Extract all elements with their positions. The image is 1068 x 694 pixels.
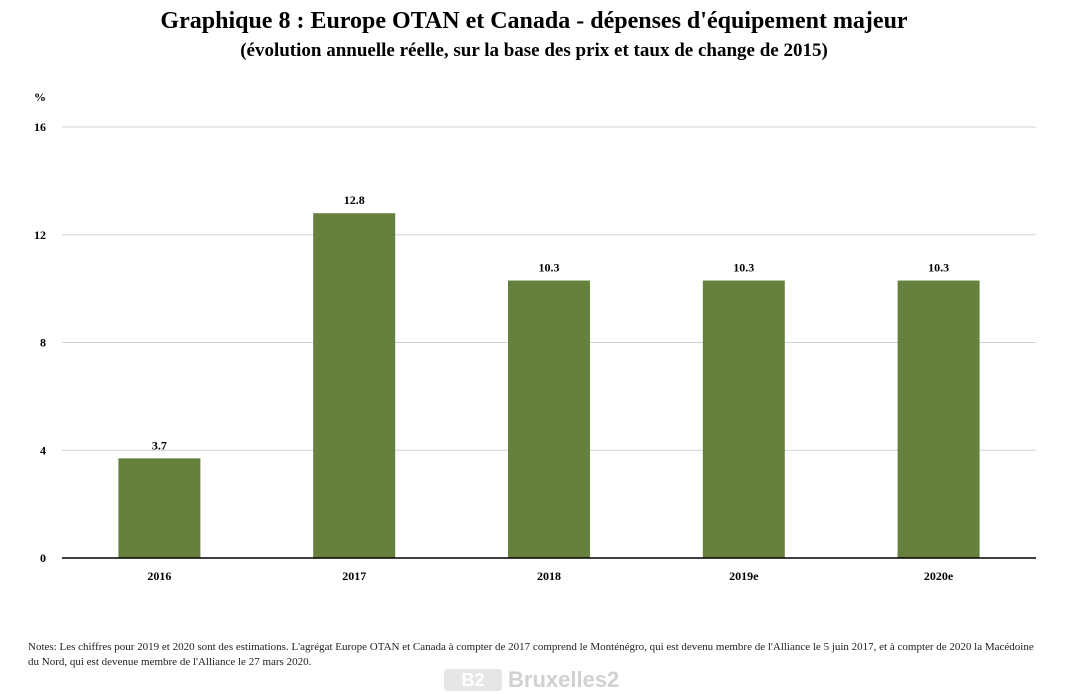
chart-notes: Notes: Les chiffres pour 2019 et 2020 so… bbox=[28, 641, 1034, 668]
data-label: 10.3 bbox=[539, 261, 560, 275]
x-tick-label: 2016 bbox=[147, 569, 171, 583]
y-tick-label: 0 bbox=[40, 551, 46, 565]
y-tick-label: 4 bbox=[40, 443, 46, 457]
x-tick-label: 2019e bbox=[729, 569, 759, 583]
x-tick-label: 2020e bbox=[924, 569, 954, 583]
watermark: B2 Bruxelles2 bbox=[444, 667, 619, 693]
data-label: 12.8 bbox=[344, 193, 365, 207]
watermark-logo: B2 bbox=[444, 669, 502, 691]
x-tick-label: 2017 bbox=[342, 569, 366, 583]
watermark-text: Bruxelles2 bbox=[508, 667, 620, 692]
chart-subtitle: (évolution annuelle réelle, sur la base … bbox=[240, 40, 828, 61]
data-label: 10.3 bbox=[928, 261, 949, 275]
data-label: 10.3 bbox=[733, 261, 754, 275]
bar bbox=[118, 458, 201, 558]
y-tick-label: 16 bbox=[34, 120, 46, 134]
y-axis-label: % bbox=[34, 90, 46, 104]
data-label: 3.7 bbox=[152, 438, 167, 452]
x-tick-label: 2018 bbox=[537, 569, 561, 583]
bar-chart: % 0 4 8 12 16 3.7 2016 12.8 2017 10.3 2018 10.3 2019e… bbox=[34, 90, 1036, 583]
bar bbox=[702, 280, 785, 558]
bar bbox=[508, 280, 590, 558]
y-tick-label: 12 bbox=[34, 228, 46, 242]
chart-title: Graphique 8 : Europe OTAN et Canada - dé… bbox=[160, 8, 908, 34]
bar bbox=[313, 213, 396, 558]
bar bbox=[897, 280, 980, 558]
y-tick-label: 8 bbox=[40, 336, 46, 350]
